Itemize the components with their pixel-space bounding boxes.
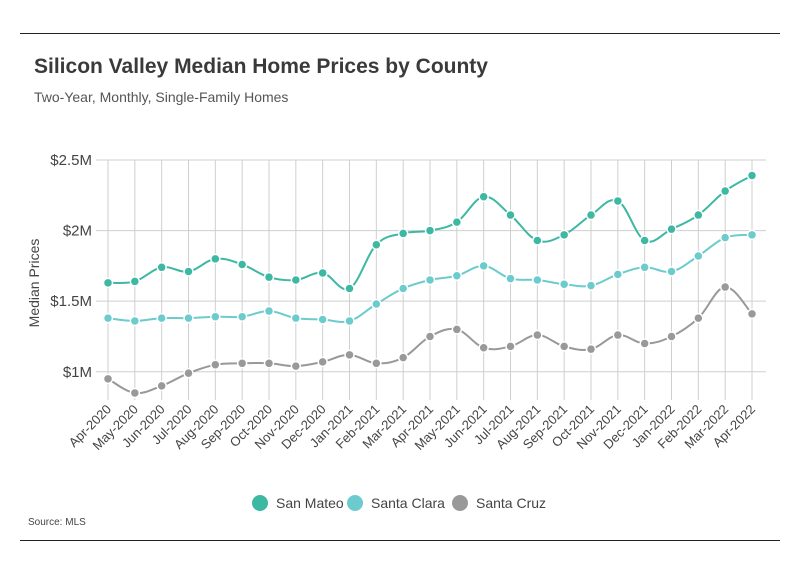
data-point-santa-cruz	[478, 342, 489, 354]
legend-label-santa-clara: Santa Clara	[371, 495, 445, 511]
data-point-san-mateo	[478, 191, 489, 202]
legend-marker-santa-clara	[347, 495, 363, 511]
data-point-san-mateo	[424, 225, 436, 236]
data-point-santa-clara	[344, 315, 355, 327]
data-point-santa-cruz	[719, 281, 731, 293]
data-point-santa-cruz	[263, 358, 275, 369]
data-point-san-mateo	[558, 229, 570, 241]
data-point-santa-clara	[263, 305, 275, 317]
data-point-san-mateo	[344, 283, 355, 294]
data-point-san-mateo	[210, 253, 221, 265]
data-point-san-mateo	[639, 235, 650, 246]
data-point-santa-cruz	[317, 356, 328, 368]
data-point-santa-clara	[397, 283, 409, 294]
y-tick-label: $2.5M	[50, 152, 92, 169]
data-point-san-mateo	[156, 262, 167, 273]
data-point-santa-clara	[746, 229, 758, 241]
data-point-santa-cruz	[505, 341, 516, 352]
legend-marker-santa-cruz	[452, 495, 468, 511]
data-point-santa-cruz	[183, 367, 194, 379]
data-point-san-mateo	[505, 209, 516, 221]
data-point-santa-clara	[424, 274, 436, 286]
data-point-san-mateo	[532, 235, 543, 246]
y-tick-label: $1M	[63, 364, 92, 381]
data-point-santa-cruz	[693, 312, 704, 324]
data-point-santa-clara	[558, 278, 570, 290]
chart-subtitle: Two-Year, Monthly, Single-Family Homes	[34, 89, 289, 105]
data-point-santa-cruz	[612, 329, 624, 341]
data-point-san-mateo	[102, 277, 114, 289]
data-point-san-mateo	[585, 209, 597, 221]
data-point-santa-clara	[505, 273, 516, 284]
top-rule	[20, 33, 780, 34]
legend-marker-san-mateo	[252, 495, 268, 511]
data-point-santa-cruz	[451, 324, 463, 335]
data-point-santa-cruz	[558, 341, 570, 352]
data-point-santa-clara	[236, 311, 248, 322]
data-point-san-mateo	[397, 228, 409, 239]
data-point-santa-clara	[129, 315, 141, 327]
data-point-santa-clara	[317, 314, 328, 325]
legend: San Mateo Santa Clara Santa Cruz	[252, 495, 546, 511]
data-point-santa-cruz	[371, 358, 382, 369]
data-point-santa-clara	[585, 280, 597, 291]
data-point-santa-cruz	[102, 373, 114, 385]
data-point-santa-clara	[532, 274, 543, 286]
data-point-san-mateo	[612, 195, 624, 207]
data-point-santa-clara	[156, 312, 167, 324]
data-point-san-mateo	[317, 267, 328, 279]
data-point-san-mateo	[746, 170, 758, 181]
legend-label-santa-cruz: Santa Cruz	[476, 495, 546, 511]
y-axis-label: Median Prices	[26, 239, 42, 328]
data-point-santa-cruz	[746, 308, 758, 320]
series-points	[102, 170, 758, 399]
data-point-santa-clara	[478, 260, 489, 272]
data-point-santa-clara	[666, 266, 677, 277]
data-point-santa-cruz	[236, 358, 248, 369]
data-point-san-mateo	[183, 266, 194, 277]
data-point-santa-cruz	[424, 331, 436, 342]
data-point-santa-clara	[290, 312, 302, 324]
x-axis: Apr-2020May-2020Jun-2020Jul-2020Aug-2020…	[66, 402, 758, 453]
data-point-santa-clara	[719, 232, 731, 243]
y-tick-label: $2M	[63, 223, 92, 240]
y-tick-label: $1.5M	[50, 293, 92, 310]
chart-title: Silicon Valley Median Home Prices by Cou…	[34, 55, 488, 78]
data-point-santa-cruz	[532, 329, 543, 341]
data-point-santa-cruz	[639, 338, 650, 349]
data-point-santa-clara	[183, 312, 194, 324]
data-point-san-mateo	[236, 259, 248, 270]
data-point-santa-cruz	[585, 343, 597, 355]
data-point-santa-clara	[451, 270, 463, 282]
data-point-santa-cruz	[129, 387, 141, 399]
data-point-san-mateo	[129, 276, 141, 287]
data-point-santa-clara	[693, 250, 704, 262]
data-point-santa-clara	[102, 312, 114, 324]
data-point-san-mateo	[719, 185, 731, 197]
data-point-santa-cruz	[210, 359, 221, 370]
data-point-san-mateo	[371, 239, 382, 250]
data-point-san-mateo	[290, 274, 302, 286]
data-point-santa-clara	[210, 311, 221, 322]
data-point-santa-cruz	[397, 352, 409, 363]
y-axis: $1M $1.5M $2M $2.5M	[50, 152, 92, 381]
data-point-santa-clara	[612, 269, 624, 280]
data-point-san-mateo	[693, 209, 704, 221]
data-point-santa-cruz	[666, 331, 677, 342]
data-point-san-mateo	[666, 223, 677, 235]
data-point-santa-clara	[371, 298, 382, 310]
data-point-santa-cruz	[344, 349, 355, 361]
data-point-santa-clara	[639, 262, 650, 273]
data-point-santa-cruz	[290, 360, 302, 372]
data-point-san-mateo	[263, 271, 275, 283]
data-point-san-mateo	[451, 216, 463, 228]
source-note: Source: MLS	[28, 517, 86, 528]
bottom-rule	[20, 540, 780, 541]
legend-label-san-mateo: San Mateo	[276, 495, 344, 511]
data-point-santa-cruz	[156, 380, 167, 392]
